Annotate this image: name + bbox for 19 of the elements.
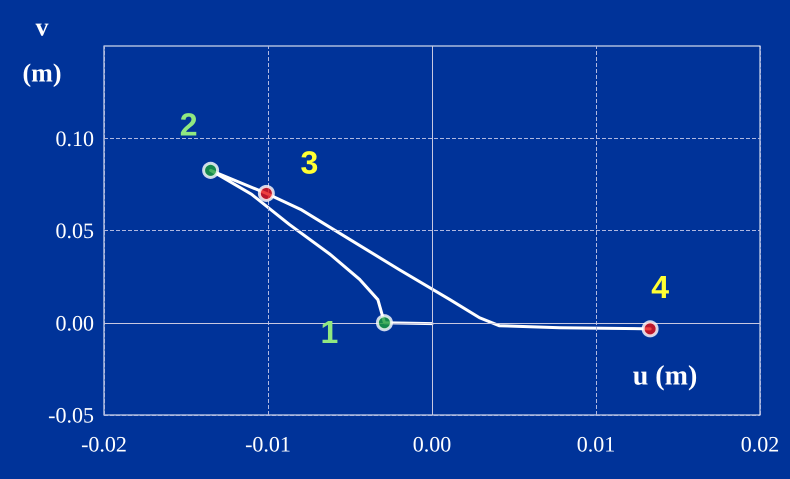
- x-tick-label: -0.01: [245, 432, 291, 456]
- annotation: 4: [651, 268, 670, 305]
- point: [202, 162, 220, 179]
- x-tick-label: 0.02: [740, 432, 780, 456]
- y-tick-label: 0.00: [56, 310, 94, 336]
- point: [258, 184, 275, 202]
- x-tick-label: 0.00: [412, 432, 452, 456]
- annotation: 2: [180, 106, 198, 142]
- y-tick-label: 0.05: [56, 218, 94, 243]
- x-tick-label: -0.02: [81, 432, 127, 456]
- y-tick-label: 0.10: [56, 126, 94, 151]
- point: [642, 320, 659, 338]
- y-tick-label: -0.05: [48, 402, 94, 428]
- annotation: 1: [320, 314, 338, 350]
- annotation: 3: [300, 144, 318, 180]
- point: [376, 314, 393, 332]
- y-axis-title: v (m): [22, 12, 62, 88]
- x-tick-label: 0.01: [576, 432, 616, 456]
- x-axis-title: u (m): [632, 360, 698, 392]
